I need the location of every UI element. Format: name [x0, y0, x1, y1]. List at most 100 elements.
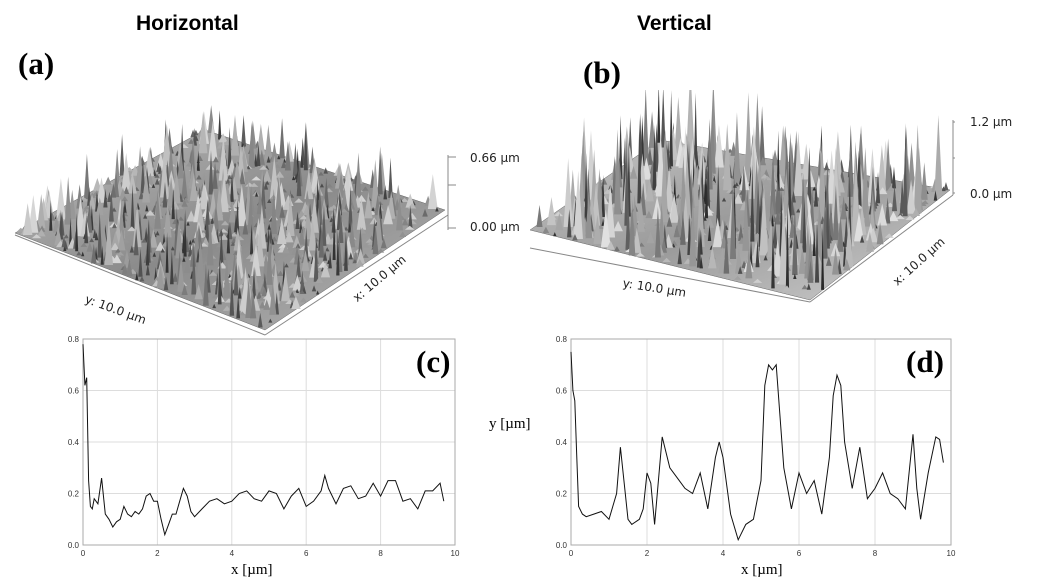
surface-peak	[859, 234, 865, 243]
surface-peak	[887, 185, 895, 191]
surface-peak	[100, 245, 104, 265]
surface-peak	[629, 165, 638, 179]
surface-peak	[95, 197, 104, 216]
surface-peak	[712, 217, 723, 248]
surface-peak	[251, 176, 262, 181]
surface-peak	[273, 163, 281, 169]
surface-peak	[256, 291, 263, 299]
surface-peak	[232, 198, 242, 207]
surface-peak	[212, 203, 220, 232]
surface-peak	[793, 273, 797, 280]
surface-peak	[563, 158, 573, 228]
panel-b-letter: (b)	[583, 55, 621, 90]
surface-peak	[297, 209, 306, 218]
surface-peak	[759, 106, 765, 164]
panel-a-letter: (a)	[18, 46, 55, 81]
surface-peak	[840, 196, 847, 220]
surface-peak	[284, 231, 294, 243]
surface-peak	[162, 182, 168, 208]
surface-peak	[614, 129, 621, 215]
surface-peak	[320, 197, 329, 220]
surface-peak	[318, 225, 325, 258]
surface-peak	[660, 237, 667, 253]
surface-peak	[222, 141, 231, 146]
surface-peak	[645, 177, 654, 202]
surface-peak	[226, 224, 231, 254]
surface-peak	[266, 236, 273, 285]
surface-peak	[669, 193, 679, 223]
surface-peak	[362, 186, 369, 191]
surface-a-x-edge	[264, 214, 449, 336]
surface-peak	[362, 243, 370, 248]
surface-peak	[723, 123, 732, 191]
surface-peak	[149, 229, 158, 248]
plot-d-svg: 0 2 4 6 8 10 0.0 0.2 0.4 0.6 0.8	[556, 335, 956, 558]
surface-peak	[314, 186, 324, 196]
surface-peak	[215, 185, 224, 221]
surface-peak	[188, 239, 192, 245]
surface-peak	[378, 201, 383, 219]
surface-peak	[888, 211, 899, 222]
surface-peak	[779, 125, 788, 176]
surface-peak	[121, 196, 129, 202]
surface-peak	[825, 256, 832, 266]
surface-peak	[906, 179, 916, 214]
surface-peak	[714, 124, 724, 168]
surface-peak	[275, 171, 285, 178]
surface-peak	[716, 164, 721, 227]
surface-peak	[241, 114, 247, 147]
surface-peak	[404, 225, 415, 230]
surface-peak	[696, 169, 705, 248]
surface-peak	[934, 115, 943, 196]
surface-peak	[422, 208, 428, 217]
surface-peak	[127, 171, 137, 194]
surface-peak	[267, 223, 271, 230]
surface-peak	[257, 312, 263, 328]
surface-peak	[121, 152, 132, 192]
surface-peak	[762, 178, 770, 185]
panel-a-z-top: 0.66 µm	[470, 151, 520, 165]
surface-peak	[256, 143, 261, 166]
surface-peak	[86, 242, 94, 252]
surface-peak	[646, 231, 655, 244]
surface-peak	[304, 168, 314, 200]
panel-d-letter: (d)	[906, 344, 944, 379]
surface-peak	[822, 169, 831, 176]
surface-peak	[905, 215, 915, 220]
surface-peak	[251, 243, 261, 276]
surface-peak	[299, 153, 304, 168]
surface-peak	[154, 173, 160, 178]
surface-peak	[113, 253, 122, 258]
y-tick-label: 0.4	[68, 438, 80, 447]
surface-peak	[119, 133, 125, 176]
surface-peak	[399, 231, 407, 238]
surface-peak	[737, 266, 743, 274]
surface-peak	[197, 240, 205, 278]
surface-peak	[374, 206, 383, 244]
x-tick-label: 6	[797, 549, 802, 558]
y-tick-label: 0.2	[68, 490, 80, 499]
surface-peak	[913, 124, 922, 214]
y-tick-label: 0.0	[68, 541, 80, 550]
surface-peak	[832, 185, 839, 241]
surface-peak	[734, 182, 739, 187]
surface-peak	[536, 204, 543, 228]
surface-peak	[268, 228, 274, 244]
surface-peak	[190, 239, 197, 267]
surface-peak	[884, 233, 894, 238]
surface-peak	[110, 183, 117, 198]
surface-peak	[151, 183, 156, 188]
surface-peak	[707, 224, 712, 242]
surface-peak	[86, 199, 93, 233]
surface-peak	[268, 318, 273, 323]
panel-b-z-top: 1.2 µm	[970, 115, 1013, 129]
surface-peak	[269, 281, 277, 315]
surface-peak	[75, 213, 79, 252]
surface-peak	[875, 171, 881, 204]
surface-peak	[673, 224, 680, 238]
surface-peak	[745, 247, 753, 279]
surface-peak	[212, 156, 219, 163]
surface-peak	[115, 248, 122, 253]
surface-peak	[555, 212, 564, 231]
surface-peak	[822, 201, 828, 259]
